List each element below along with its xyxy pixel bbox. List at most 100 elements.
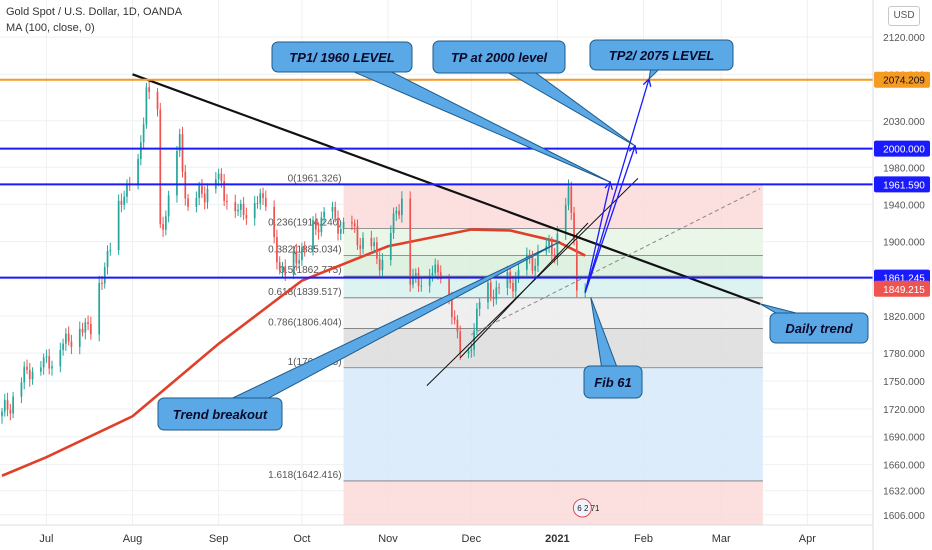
y-tick-label: 1780.000	[883, 349, 925, 360]
candle-body	[3, 400, 6, 412]
candle-body	[434, 264, 437, 273]
y-tick-label: 1820.000	[883, 312, 925, 323]
callout-tp2-text: TP2/ 2075 LEVEL	[609, 48, 715, 63]
y-tick-label: 1660.000	[883, 461, 925, 472]
candle-body	[181, 134, 184, 172]
candle-body	[103, 267, 106, 284]
x-tick-label: Dec	[462, 533, 482, 545]
candle-body	[167, 195, 170, 217]
candle-body	[314, 219, 317, 230]
candle-body	[362, 237, 364, 249]
fib-level-label: 1.618(1642.416)	[268, 470, 341, 481]
candle-body	[506, 272, 509, 288]
candle-body	[187, 198, 189, 207]
x-tick-label: Aug	[123, 533, 143, 545]
candle-body	[495, 287, 498, 300]
event-badge-text: 6 2 71	[577, 504, 600, 513]
candle-body	[237, 209, 239, 212]
callout-tp2-box	[589, 39, 734, 71]
candle-body	[337, 217, 339, 234]
x-tick-label: Feb	[634, 533, 653, 545]
candle-body	[234, 202, 237, 212]
candle-body	[556, 233, 559, 258]
candle-body	[70, 341, 73, 347]
candle-body	[217, 173, 220, 180]
candle-body	[525, 254, 528, 270]
candle-body	[470, 349, 473, 352]
fib-level-label: 0.236(1914.240)	[268, 217, 341, 228]
candle-body	[198, 185, 201, 198]
y-tick-label: 1940.000	[883, 200, 925, 211]
candle-body	[45, 356, 48, 358]
candle-body	[137, 158, 139, 185]
candle-body	[159, 109, 162, 225]
callout-daily-trend-text: Daily trend	[785, 321, 853, 336]
candle-body	[245, 215, 248, 219]
candle-body	[203, 193, 206, 203]
candle-body	[476, 308, 478, 331]
candle-body	[437, 264, 439, 273]
x-tick-label: Nov	[378, 533, 398, 545]
price-tag	[874, 71, 930, 88]
candle-body	[78, 328, 81, 347]
callout-tp2000-box	[432, 40, 566, 74]
candle-body	[323, 211, 325, 218]
candle-body	[575, 240, 578, 291]
candle-body	[412, 275, 414, 285]
candle-body	[276, 237, 278, 263]
candle-body	[292, 251, 295, 276]
candle-body	[420, 285, 423, 287]
candle-body	[256, 203, 259, 205]
candle-body	[448, 279, 450, 300]
candle-body	[567, 186, 570, 206]
candle-body	[473, 330, 475, 350]
fib-zone	[343, 367, 763, 481]
price-tag-label: 1961.590	[883, 180, 925, 191]
candle-body	[334, 206, 337, 218]
y-tick-label: 1632.000	[883, 487, 925, 498]
price-tag	[874, 176, 930, 193]
y-tick-label: 1980.000	[883, 163, 925, 174]
candle-body	[26, 366, 28, 370]
candle-body	[226, 200, 228, 203]
candle-body	[1, 411, 3, 417]
candle-body	[398, 210, 400, 216]
candle-body	[417, 273, 420, 286]
candle-body	[195, 197, 198, 207]
candle-body	[492, 296, 495, 300]
currency-button[interactable]: USD	[888, 6, 920, 26]
candle-body	[284, 266, 287, 276]
candle-body	[401, 198, 403, 216]
candle-body	[320, 217, 323, 233]
callout-fib61-box	[583, 365, 643, 399]
event-badge-icon	[572, 498, 592, 518]
candle-body	[176, 151, 178, 196]
candle-body	[537, 251, 539, 266]
candle-body	[395, 210, 398, 214]
fib-zone	[343, 184, 763, 229]
candle-body	[342, 221, 345, 229]
candle-body	[564, 205, 567, 234]
candle-body	[389, 232, 392, 261]
candle-body	[298, 260, 300, 264]
candle-body	[295, 251, 298, 264]
candle-body	[376, 242, 378, 259]
candle-body	[517, 269, 520, 280]
y-tick-label: 1690.000	[883, 433, 925, 444]
candle-body	[467, 351, 470, 354]
candle-body	[550, 240, 553, 255]
candle-body	[512, 283, 514, 292]
price-tag-label: 1849.215	[883, 285, 925, 296]
candle-body	[164, 216, 167, 230]
candle-body	[439, 272, 442, 280]
candle-body	[242, 203, 245, 216]
candle-body	[259, 193, 262, 204]
candle-body	[553, 254, 556, 258]
candle-body	[109, 250, 112, 252]
candle-body	[98, 282, 101, 335]
candle-body	[126, 183, 128, 197]
fib-zone	[343, 328, 763, 368]
fib-zone	[343, 255, 763, 277]
candle-body	[220, 173, 223, 182]
